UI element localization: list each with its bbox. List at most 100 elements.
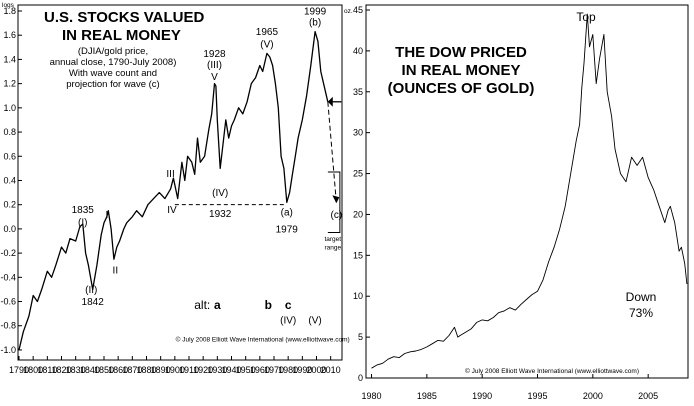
right-y-tick-label: 20 xyxy=(353,209,363,219)
left-title-line: U.S. STOCKS VALUED xyxy=(44,9,204,26)
right-x-tick-label: 1995 xyxy=(527,391,547,401)
left-y-tick-label: 0.0 xyxy=(3,224,16,234)
left-x-tick-label: 1910 xyxy=(179,365,199,375)
left-wave-label: V xyxy=(211,72,218,83)
left-y-tick-label: 1.0 xyxy=(3,103,16,113)
left-wave-label: III xyxy=(166,169,174,180)
left-alt-label: c xyxy=(285,298,292,312)
right-y-tick-label: 35 xyxy=(353,87,363,97)
left-subtitle-line: annual close, 1790-July 2008) xyxy=(50,57,177,68)
left-wave-label: IV xyxy=(167,205,177,216)
left-y-tick-label: 1.2 xyxy=(3,79,16,89)
right-series-line xyxy=(371,13,688,369)
left-alt-label: b xyxy=(265,298,272,312)
right-x-tick-label: 1990 xyxy=(472,391,492,401)
left-wave-label: (b) xyxy=(309,18,321,29)
left-x-tick-label: 1930 xyxy=(207,365,227,375)
left-wave-label: I xyxy=(105,210,108,221)
left-wave-label: 1965 xyxy=(256,27,279,38)
right-x-tick-label: 1985 xyxy=(417,391,437,401)
left-alt-label: (V) xyxy=(308,315,321,326)
left-x-tick-label: 1790 xyxy=(9,365,29,375)
left-x-tick-label: 2000 xyxy=(306,365,326,375)
left-alt-prefix: alt: xyxy=(194,298,210,312)
left-target-label: range xyxy=(324,244,341,251)
left-x-tick-label: 1860 xyxy=(108,365,128,375)
right-y-axis-label: oz. xyxy=(344,8,353,15)
right-y-tick-label: 25 xyxy=(353,169,363,179)
left-y-tick-label: 1.4 xyxy=(3,54,16,64)
left-wave-label: 1835 xyxy=(72,205,95,216)
left-wave-label: 1999 xyxy=(304,7,327,18)
left-subtitle-line: With wave count and xyxy=(69,68,157,79)
left-y-tick-label: 1.8 xyxy=(3,6,16,16)
left-title-line: IN REAL MONEY xyxy=(62,27,181,44)
left-x-tick-label: 1870 xyxy=(122,365,142,375)
right-y-tick-label: 10 xyxy=(353,291,363,301)
left-x-tick-label: 1890 xyxy=(151,365,171,375)
right-y-tick-label: 40 xyxy=(353,46,363,56)
left-wave-label: (V) xyxy=(260,39,273,50)
right-chart: 0 5 10 15 20 25 30 35 40 45 1980 1985 1990 1995 2000 20… xyxy=(344,4,689,401)
left-wave-label: 1979 xyxy=(276,225,299,236)
left-wave-label: (II) xyxy=(85,285,97,296)
right-title-line: IN REAL MONEY xyxy=(402,62,521,79)
right-y-tick-label: 30 xyxy=(353,128,363,138)
left-wave-label: (III) xyxy=(207,60,222,71)
left-y-tick-label: 1.6 xyxy=(3,30,16,40)
left-y-tick-label: -1.0 xyxy=(0,345,16,355)
left-x-tick-label: 1880 xyxy=(136,365,156,375)
right-y-tick-label: 45 xyxy=(353,5,363,15)
left-x-tick-label: 1970 xyxy=(264,365,284,375)
left-alt-label: a xyxy=(214,298,221,312)
left-series-line xyxy=(18,30,329,351)
right-y-tick-label: 0 xyxy=(358,373,363,383)
left-x-tick-label: 1990 xyxy=(292,365,312,375)
left-chart: 1.8 1.6 1.4 1.2 1.0 0.8 0.6 0.4 0.2 0.0 -0.2 -0.4 -0… xyxy=(0,2,349,375)
right-x-tick-label: 2005 xyxy=(638,391,658,401)
left-x-tick-label: 2010 xyxy=(321,365,341,375)
left-wave-label: 1928 xyxy=(203,49,226,60)
left-x-tick-label: 1810 xyxy=(37,365,57,375)
left-x-tick-label: 1920 xyxy=(193,365,213,375)
left-x-tick-label: 1980 xyxy=(278,365,298,375)
left-x-tick-label: 1960 xyxy=(250,365,270,375)
left-y-tick-label: 0.4 xyxy=(3,175,16,185)
left-target-bracket xyxy=(327,171,341,234)
left-x-tick-label: 1820 xyxy=(51,365,71,375)
left-wave-label: (IV) xyxy=(212,188,228,199)
left-wave-label: II xyxy=(113,266,119,277)
left-subtitle-line: projection for wave (c) xyxy=(66,79,159,90)
left-wave-label: (c) xyxy=(330,210,342,221)
left-wave-label: 1842 xyxy=(82,297,105,308)
left-x-tick-label: 1840 xyxy=(80,365,100,375)
left-y-tick-label: -0.2 xyxy=(0,248,16,258)
right-title-line: (OUNCES OF GOLD) xyxy=(388,80,535,97)
right-top-label: Top xyxy=(576,10,596,24)
right-y-tick-label: 15 xyxy=(353,250,363,260)
left-y-tick-label: -0.6 xyxy=(0,297,16,307)
left-target-label: target xyxy=(324,236,341,243)
left-y-tick-label: 0.8 xyxy=(3,127,16,137)
left-x-tick-label: 1950 xyxy=(236,365,256,375)
left-plot-frame xyxy=(17,4,343,361)
left-wave-label: 1932 xyxy=(209,209,232,220)
left-x-tick-label: 1830 xyxy=(66,365,86,375)
left-x-tick-label: 1800 xyxy=(23,365,43,375)
right-copyright: © July 2008 Elliott Wave International (… xyxy=(465,367,639,375)
right-x-tick-label: 2000 xyxy=(583,391,603,401)
right-down-label: Down xyxy=(626,290,657,304)
left-x-tick-label: 1850 xyxy=(94,365,114,375)
left-subtitle-line: (DJIA/gold price, xyxy=(78,46,148,57)
left-y-axis-label: logs xyxy=(2,2,15,9)
left-y-tick-label: 0.2 xyxy=(3,200,16,210)
left-alt-label: (IV) xyxy=(280,315,296,326)
right-title-line: THE DOW PRICED xyxy=(395,44,527,61)
left-copyright: © July 2008 Elliott Wave International (… xyxy=(176,335,350,343)
right-y-tick-label: 5 xyxy=(358,332,363,342)
right-x-tick-label: 1980 xyxy=(362,391,382,401)
right-pct-label: 73% xyxy=(629,306,653,320)
left-wave-label: (a) xyxy=(281,208,293,219)
left-y-tick-label: -0.4 xyxy=(0,272,16,282)
